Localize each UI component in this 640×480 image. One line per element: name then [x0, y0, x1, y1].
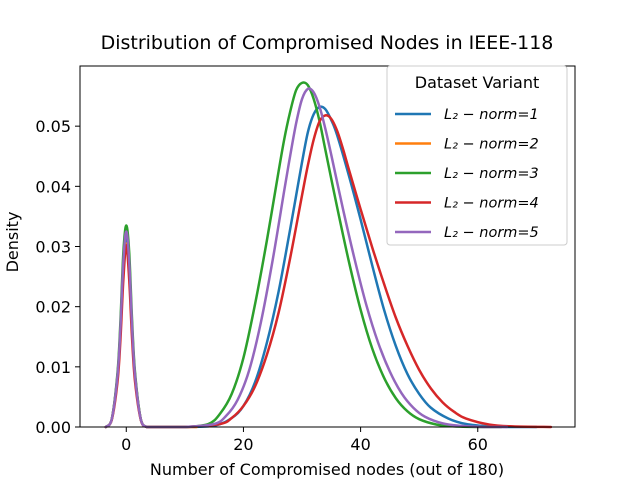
chart-title: Distribution of Compromised Nodes in IEE… — [101, 32, 554, 54]
legend-label-5: L₂ − norm=5 — [444, 225, 539, 241]
y-tick-label: 0.05 — [35, 117, 71, 136]
series-line-5 — [104, 87, 509, 429]
y-tick-label: 0.00 — [35, 418, 71, 437]
x-axis: 0 20 40 60 — [121, 427, 488, 454]
legend-label-1: L₂ − norm=1 — [444, 107, 539, 123]
x-tick-label: 0 — [121, 435, 131, 454]
x-tick-label: 60 — [468, 435, 488, 454]
legend-label-4: L₂ − norm=4 — [444, 196, 539, 212]
legend-box — [386, 65, 568, 246]
y-tick-label: 0.02 — [35, 298, 71, 317]
y-axis: 0.00 0.01 0.02 0.03 0.04 0.05 — [35, 117, 80, 437]
legend-entries: L₂ − norm=1 L₂ − norm=2 L₂ − norm=3 L₂ − no… — [395, 107, 539, 241]
legend-title: Dataset Variant — [415, 73, 540, 92]
y-tick-label: 0.01 — [35, 358, 71, 377]
plot-area — [104, 81, 553, 429]
x-tick-label: 40 — [350, 435, 370, 454]
x-tick-label: 20 — [233, 435, 253, 454]
legend-label-3: L₂ − norm=3 — [444, 166, 539, 182]
legend: Dataset Variant L₂ − norm=1L₂ − norm=2L₂… — [386, 65, 568, 246]
x-axis-label: Number of Compromised nodes (out of 180) — [150, 460, 504, 479]
y-tick-label: 0.04 — [35, 177, 71, 196]
y-axis-label: Density — [3, 212, 22, 273]
legend-label-2: L₂ − norm=2 — [444, 137, 539, 153]
y-tick-label: 0.03 — [35, 238, 71, 257]
